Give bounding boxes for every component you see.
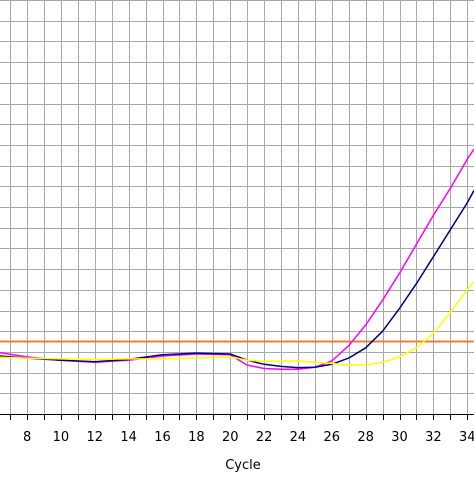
x-tick-label: 14	[120, 430, 137, 445]
x-tick-label: 12	[87, 430, 104, 445]
x-tick-label: 22	[256, 430, 273, 445]
x-tick-label: 16	[154, 430, 171, 445]
x-tick-label: 34	[459, 430, 474, 445]
x-tick-label: 10	[53, 430, 70, 445]
x-tick-label: 26	[324, 430, 341, 445]
series-line	[0, 190, 474, 369]
x-tick-label: 18	[188, 430, 205, 445]
series-layer	[0, 148, 474, 371]
label-layer: 8 10 12 14 16 18 20 22 24 26 28 30 32 34	[23, 430, 474, 445]
x-tick-label: 30	[391, 430, 408, 445]
series-line	[0, 281, 474, 366]
x-tick-label: 32	[425, 430, 442, 445]
x-tick-label: 20	[222, 430, 239, 445]
grid-layer	[0, 0, 474, 414]
x-tick-label: 28	[357, 430, 374, 445]
axis-layer	[0, 414, 474, 420]
x-tick-label: 24	[290, 430, 307, 445]
x-tick-label: 8	[23, 430, 31, 445]
x-axis-title: Cycle	[225, 458, 261, 473]
